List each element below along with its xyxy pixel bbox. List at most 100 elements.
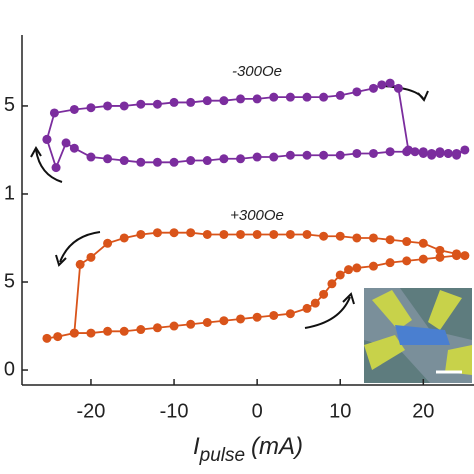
- data-point: [119, 101, 129, 111]
- data-point: [236, 94, 246, 104]
- data-point: [269, 229, 279, 239]
- data-point: [169, 157, 179, 167]
- arrow: [35, 149, 63, 183]
- data-point: [219, 154, 229, 164]
- data-point: [103, 154, 113, 164]
- data-point: [202, 229, 212, 239]
- data-point: [136, 229, 146, 239]
- data-point: [236, 229, 246, 239]
- x-label-sub: pulse: [199, 445, 245, 466]
- data-point: [285, 92, 295, 102]
- data-point: [335, 231, 345, 241]
- annotation: +300Oe: [230, 207, 284, 224]
- data-point: [319, 92, 329, 102]
- data-point: [103, 101, 113, 111]
- data-point: [61, 138, 71, 148]
- data-point: [352, 263, 362, 273]
- data-point: [335, 270, 345, 280]
- data-point: [69, 104, 79, 114]
- data-point: [51, 163, 61, 173]
- data-point: [410, 147, 420, 157]
- x-tick-label: 20: [412, 400, 434, 422]
- data-point: [186, 228, 196, 238]
- data-point: [136, 157, 146, 167]
- data-point: [103, 326, 113, 336]
- data-point: [402, 237, 412, 247]
- data-point: [69, 143, 79, 153]
- y-tick-label: 5: [4, 94, 15, 116]
- data-point: [202, 156, 212, 166]
- data-point: [418, 148, 428, 158]
- data-point: [335, 150, 345, 160]
- data-point: [252, 152, 262, 162]
- data-point: [202, 318, 212, 327]
- data-point: [119, 326, 129, 336]
- data-point: [42, 333, 52, 343]
- data-point: [75, 259, 85, 269]
- annotation: -300Oe: [232, 63, 282, 80]
- data-point: [53, 332, 63, 342]
- data-point: [443, 148, 453, 158]
- data-point: [86, 103, 96, 113]
- data-point: [302, 303, 312, 313]
- data-point: [327, 279, 337, 289]
- data-point: [236, 314, 246, 324]
- data-point: [186, 156, 196, 166]
- data-point: [385, 235, 395, 245]
- x-tick-label: -10: [160, 400, 189, 422]
- data-point: [418, 254, 428, 264]
- data-point: [236, 154, 246, 164]
- data-point: [452, 249, 462, 259]
- data-point: [186, 319, 196, 329]
- data-point: [393, 83, 403, 93]
- inset-flake: [395, 325, 450, 345]
- data-point: [152, 228, 162, 238]
- inset-pad: [428, 290, 462, 330]
- data-point: [435, 148, 445, 158]
- data-point: [335, 90, 345, 100]
- data-point: [219, 316, 229, 326]
- data-point: [319, 231, 329, 241]
- data-point: [86, 252, 96, 262]
- data-point: [302, 229, 312, 239]
- data-point: [269, 152, 279, 162]
- data-point: [377, 80, 387, 90]
- arrow-head: [55, 254, 67, 267]
- data-point: [252, 229, 262, 239]
- x-label-main: I: [193, 433, 200, 460]
- data-point: [136, 325, 146, 335]
- data-point: [285, 229, 295, 239]
- data-point: [319, 289, 329, 299]
- data-point: [435, 245, 445, 255]
- data-point: [152, 323, 162, 333]
- arrow: [304, 296, 351, 329]
- data-point: [452, 150, 462, 160]
- data-point: [285, 309, 295, 319]
- data-point: [418, 238, 428, 248]
- data-point: [169, 97, 179, 107]
- inset-image: [364, 288, 472, 383]
- data-point: [352, 87, 362, 97]
- data-point: [368, 233, 378, 243]
- data-point: [385, 78, 395, 88]
- data-point: [352, 233, 362, 243]
- data-point: [219, 96, 229, 106]
- data-point: [385, 258, 395, 268]
- data-point: [69, 328, 79, 338]
- data-point: [368, 261, 378, 271]
- data-point: [402, 147, 412, 157]
- data-point: [460, 251, 470, 261]
- arrow: [59, 231, 101, 263]
- data-point: [169, 321, 179, 331]
- x-label-unit: (mA): [251, 433, 303, 460]
- data-point: [186, 97, 196, 107]
- data-point: [136, 99, 146, 109]
- data-point: [435, 252, 445, 262]
- data-point: [42, 134, 52, 144]
- data-point: [269, 92, 279, 102]
- x-axis-label: Ipulse (mA): [193, 433, 303, 466]
- data-point: [219, 229, 229, 239]
- data-point: [302, 92, 312, 102]
- data-point: [385, 147, 395, 157]
